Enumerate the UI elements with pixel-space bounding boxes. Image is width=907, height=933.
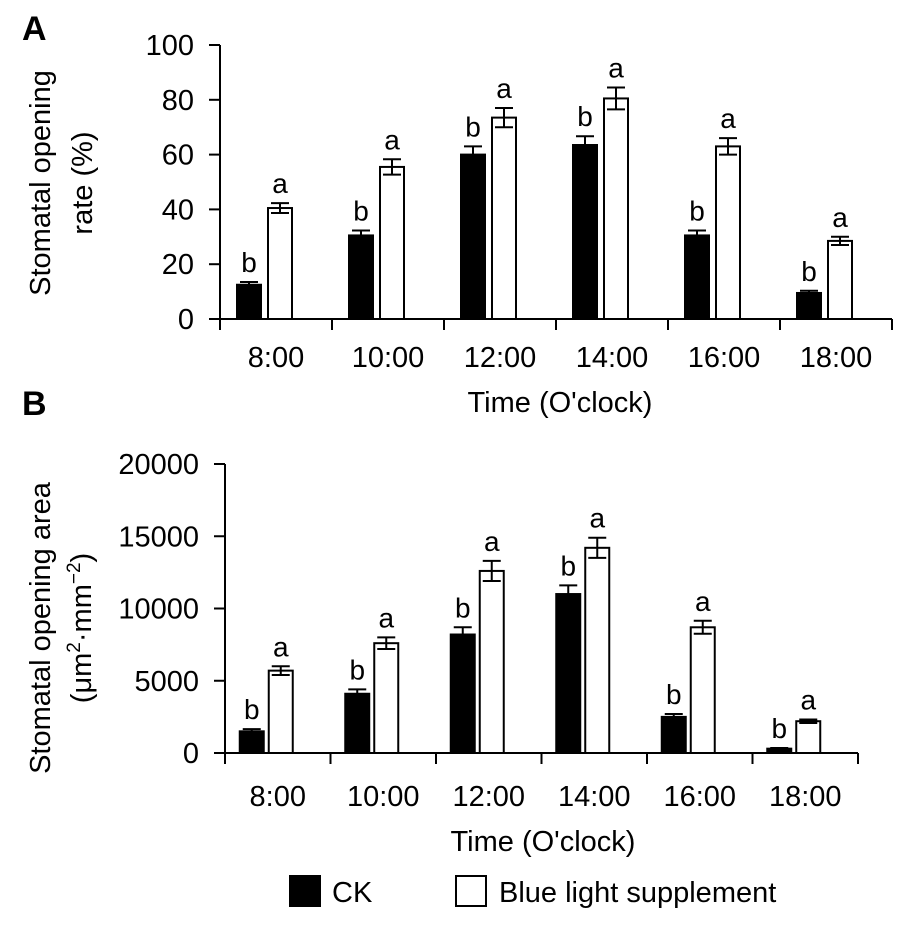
panel-b-sig-letter-blue-light: a	[378, 602, 394, 633]
panel-b-label: B	[22, 385, 47, 423]
legend-label-ck: CK	[332, 877, 373, 909]
panel-b-ylabel-line1: Stomatal opening area	[25, 481, 57, 774]
panel-b-ylabel-line2: (μm2·mm−2)	[64, 553, 98, 703]
panel-b-x-tick-label: 18:00	[769, 781, 842, 813]
panel-a-bar-blue-light	[827, 239, 853, 320]
panel-a-y-tick-label: 60	[162, 140, 194, 172]
panel-b-ylabel-unit-mid: ·mm	[66, 584, 98, 642]
panel-b-y-tick-label: 15000	[118, 521, 199, 553]
panel-b-sig-letter-ck: b	[560, 550, 576, 581]
panel-a-bar-blue-light	[491, 116, 517, 320]
panel-a-y-tick-label: 20	[162, 249, 194, 281]
panel-b-sig-letter-ck: b	[244, 694, 260, 725]
panel-a-y-tick-label: 40	[162, 194, 194, 226]
panel-b-bar-ck	[660, 715, 687, 754]
panel-a-bar-blue-light	[379, 165, 405, 320]
panel-b-bar-blue-light	[689, 626, 716, 754]
panel-b-sig-letter-blue-light: a	[589, 503, 605, 534]
panel-b-bar-ck	[449, 633, 476, 755]
panel-a-bar-blue-light	[715, 145, 741, 320]
panel-b-sig-letter-ck: b	[666, 679, 682, 710]
panel-b-y-tick-label: 0	[183, 738, 199, 770]
panel-a-ylabel-line1: Stomatal opening	[25, 70, 57, 296]
panel-b-y-tick-label: 20000	[118, 449, 199, 481]
panel-b-x-tick-label: 12:00	[452, 781, 525, 813]
panel-a-sig-letter-ck: b	[241, 247, 257, 278]
panel-a-y-tick-label: 100	[146, 30, 194, 62]
panel-a-bar-ck	[796, 291, 822, 321]
panel-b-x-tick-label: 10:00	[347, 781, 420, 813]
panel-b-x-tick-label: 16:00	[663, 781, 736, 813]
panel-a-bar-blue-light	[267, 207, 293, 320]
panel-a-y-tick-label: 0	[178, 304, 194, 336]
panel-b-sig-letter-ck: b	[771, 713, 787, 744]
panel-a-label: A	[22, 10, 47, 48]
panel-a-y-tick-label: 80	[162, 85, 194, 117]
panel-b-sig-letter-ck: b	[349, 654, 365, 685]
panel-a-sig-letter-ck: b	[577, 101, 593, 132]
panel-a-sig-letter-ck: b	[689, 195, 705, 226]
panel-b-sig-letter-blue-light: a	[695, 586, 711, 617]
panel-b-bar-blue-light	[795, 720, 822, 755]
legend-swatch-blue-light	[455, 875, 487, 907]
panel-a-sig-letter-blue-light: a	[496, 73, 512, 104]
legend-swatch-ck	[289, 875, 321, 907]
panel-a-plot: 0204060801008:00ba10:00ba12:00ba14:00ba1…	[146, 30, 893, 374]
panel-b-bar-blue-light	[478, 569, 505, 754]
panel-a-bar-ck	[348, 234, 374, 320]
panel-a-sig-letter-ck: b	[353, 195, 369, 226]
panel-a-sig-letter-blue-light: a	[608, 52, 624, 83]
panel-a-bar-ck	[236, 283, 262, 320]
panel-a-sig-letter-ck: b	[801, 256, 817, 287]
panel-a-x-tick-label: 8:00	[248, 342, 304, 374]
panel-a-sig-letter-blue-light: a	[384, 124, 400, 155]
panel-b-ylabel-unit-sup2: −2	[64, 562, 85, 584]
panel-b-y-tick-label: 5000	[134, 666, 199, 698]
panel-a-ylabel-line2: rate (%)	[67, 131, 99, 234]
legend: CK Blue light supplement	[289, 875, 776, 909]
panel-a-sig-letter-ck: b	[465, 111, 481, 142]
panel-a-x-tick-label: 10:00	[352, 342, 425, 374]
panel-b-bar-blue-light	[373, 642, 400, 754]
panel-b-sig-letter-blue-light: a	[800, 684, 816, 715]
panel-b-x-tick-label: 8:00	[250, 781, 306, 813]
panel-b-bar-blue-light	[584, 546, 611, 754]
panel-a-xlabel: Time (O'clock)	[468, 387, 653, 419]
panel-b-ylabel-unit-post: )	[66, 553, 98, 563]
panel-b-ylabel-unit-pre: (μm	[66, 653, 98, 704]
panel-a-bar-blue-light	[603, 97, 629, 321]
panel-a-bar-ck	[460, 153, 486, 320]
panel-a-sig-letter-blue-light: a	[832, 202, 848, 233]
panel-b-x-tick-label: 14:00	[558, 781, 631, 813]
panel-b-ylabel-unit-sup1: 2	[64, 642, 85, 653]
panel-b-sig-letter-ck: b	[455, 592, 471, 623]
panel-b-bar-ck	[344, 692, 371, 755]
panel-b-y-tick-label: 10000	[118, 594, 199, 626]
panel-a-x-tick-label: 14:00	[576, 342, 649, 374]
panel-b-sig-letter-blue-light: a	[484, 526, 500, 557]
panel-a-bar-ck	[572, 144, 598, 320]
panel-a-sig-letter-blue-light: a	[272, 168, 288, 199]
panel-a-x-tick-label: 16:00	[688, 342, 761, 374]
panel-a-bar-ck	[684, 234, 710, 320]
panel-a-x-tick-label: 18:00	[800, 342, 873, 374]
panel-b-bar-ck	[238, 730, 265, 755]
panel-b-bar-blue-light	[267, 669, 294, 755]
panel-a-sig-letter-blue-light: a	[720, 103, 736, 134]
legend-label-blue-light: Blue light supplement	[499, 877, 776, 909]
panel-b-xlabel: Time (O'clock)	[451, 826, 636, 858]
panel-b-plot: 050001000015000200008:00ba10:00ba12:00ba…	[118, 449, 859, 813]
panel-b-bar-ck	[555, 593, 582, 754]
panel-a-x-tick-label: 12:00	[464, 342, 537, 374]
panel-b-sig-letter-blue-light: a	[273, 631, 289, 662]
